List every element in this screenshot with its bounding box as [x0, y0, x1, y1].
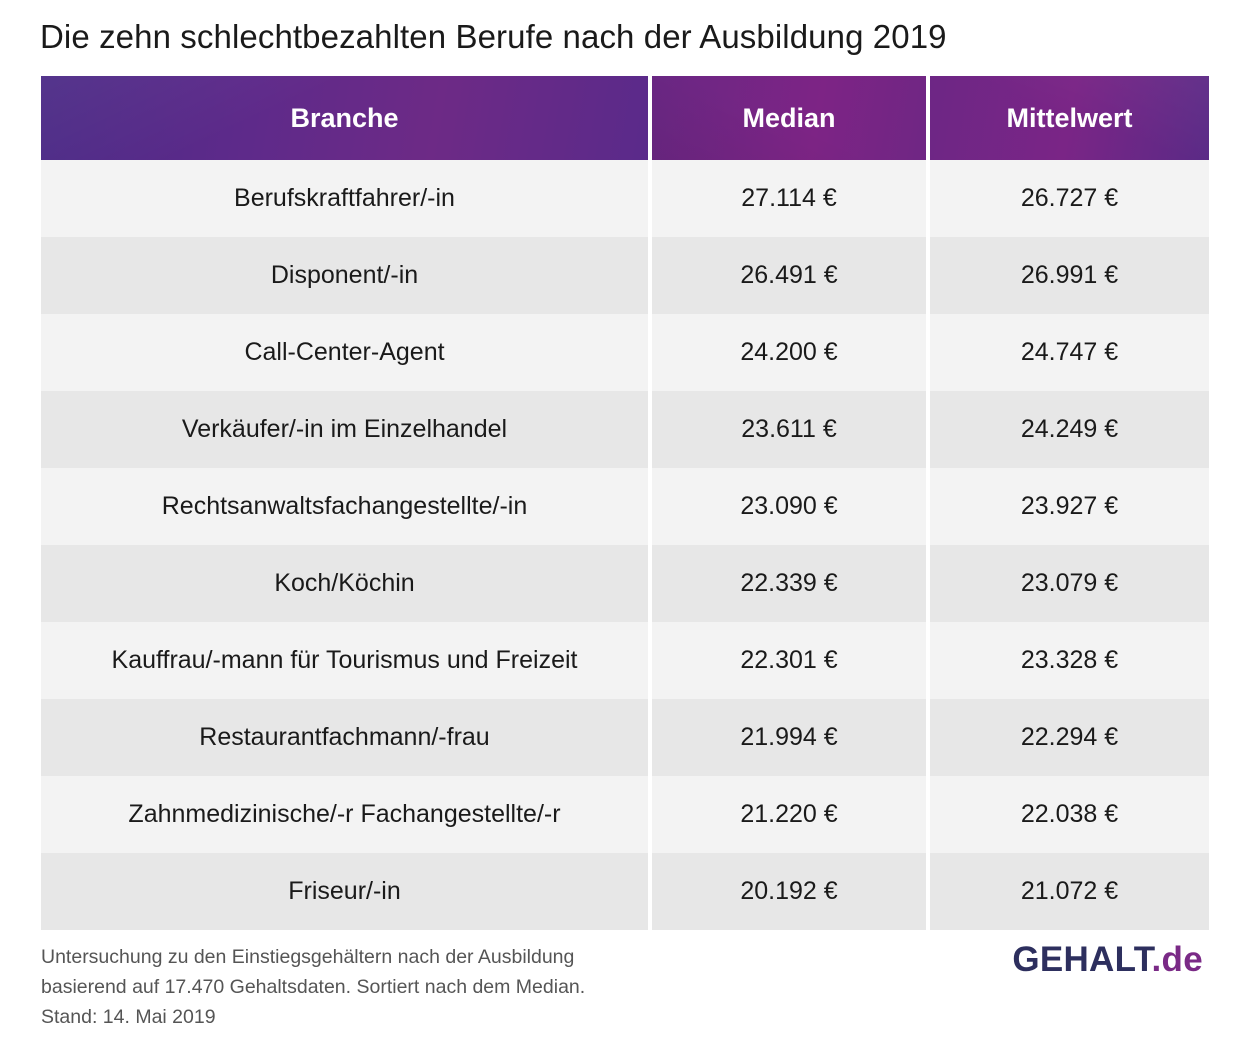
footnote-line-2: basierend auf 17.470 Gehaltsdaten. Sorti…	[41, 976, 586, 998]
mittelwert-cell: 23.328 €	[930, 622, 1209, 699]
logo-main-text: GEHALT	[1012, 940, 1152, 979]
median-cell: 23.611 €	[652, 391, 926, 468]
median-cell: 27.114 €	[652, 160, 926, 237]
median-cell: 21.220 €	[652, 776, 926, 853]
branche-cell: Koch/Köchin	[41, 545, 648, 622]
median-cell: 22.339 €	[652, 545, 926, 622]
mittelwert-cell: 23.079 €	[930, 545, 1209, 622]
table-row: Friseur/-in 20.192 €21.072 €	[41, 853, 1209, 930]
branche-cell: Kauffrau/-mann für Tourismus und Freizei…	[41, 622, 648, 699]
branche-cell: Rechtsanwaltsfachangestellte/-in	[41, 468, 648, 545]
table-header-row: Branche Median Mittelwert	[41, 76, 1209, 160]
table-row: Kauffrau/-mann für Tourismus und Freizei…	[41, 622, 1209, 699]
median-cell: 24.200 €	[652, 314, 926, 391]
salary-table: Branche Median Mittelwert Berufskraftfah…	[41, 76, 1209, 930]
column-header-median: Median	[652, 76, 926, 160]
median-cell: 22.301 €	[652, 622, 926, 699]
logo-tld: de	[1161, 940, 1203, 979]
logo-dot: .	[1151, 940, 1162, 979]
mittelwert-cell: 24.249 €	[930, 391, 1209, 468]
footnote: Untersuchung zu den Einstiegsgehältern n…	[41, 942, 585, 1032]
mittelwert-cell: 22.038 €	[930, 776, 1209, 853]
branche-cell: Call-Center-Agent	[41, 314, 648, 391]
mittelwert-cell: 24.747 €	[930, 314, 1209, 391]
column-header-mittelwert: Mittelwert	[930, 76, 1209, 160]
table-row: Koch/Köchin 22.339 €23.079 €	[41, 545, 1209, 622]
table-row: Call-Center-Agent 24.200 €24.747 €	[41, 314, 1209, 391]
median-cell: 23.090 €	[652, 468, 926, 545]
median-cell: 20.192 €	[652, 853, 926, 930]
mittelwert-cell: 23.927 €	[930, 468, 1209, 545]
branche-cell: Berufskraftfahrer/-in	[41, 160, 648, 237]
branche-cell: Zahnmedizinische/-r Fachangestellte/-r	[41, 776, 648, 853]
median-cell: 26.491 €	[652, 237, 926, 314]
mittelwert-cell: 21.072 €	[930, 853, 1209, 930]
branche-cell: Restaurantfachmann/-frau	[41, 699, 648, 776]
table-row: Berufskraftfahrer/-in 27.114 €26.727 €	[41, 160, 1209, 237]
median-cell: 21.994 €	[652, 699, 926, 776]
footnote-line-3: Stand: 14. Mai 2019	[41, 1006, 216, 1028]
branche-cell: Disponent/-in	[41, 237, 648, 314]
mittelwert-cell: 26.727 €	[930, 160, 1209, 237]
table-row: Restaurantfachmann/-frau 21.994 €22.294 €	[41, 699, 1209, 776]
table-row: Disponent/-in 26.491 €26.991 €	[41, 237, 1209, 314]
table-row: Verkäufer/-in im Einzelhandel 23.611 €24.…	[41, 391, 1209, 468]
branche-cell: Friseur/-in	[41, 853, 648, 930]
footnote-line-1: Untersuchung zu den Einstiegsgehältern n…	[41, 946, 575, 968]
table-body: Berufskraftfahrer/-in 27.114 €26.727 € Dis…	[41, 160, 1209, 930]
table-row: Rechtsanwaltsfachangestellte/-in 23.090 €…	[41, 468, 1209, 545]
gehalt-logo: GEHALT.de	[1012, 940, 1203, 980]
branche-cell: Verkäufer/-in im Einzelhandel	[41, 391, 648, 468]
table-row: Zahnmedizinische/-r Fachangestellte/-r 21…	[41, 776, 1209, 853]
page-title: Die zehn schlechtbezahlten Berufe nach d…	[40, 18, 947, 55]
mittelwert-cell: 26.991 €	[930, 237, 1209, 314]
column-header-branche: Branche	[41, 76, 648, 160]
mittelwert-cell: 22.294 €	[930, 699, 1209, 776]
